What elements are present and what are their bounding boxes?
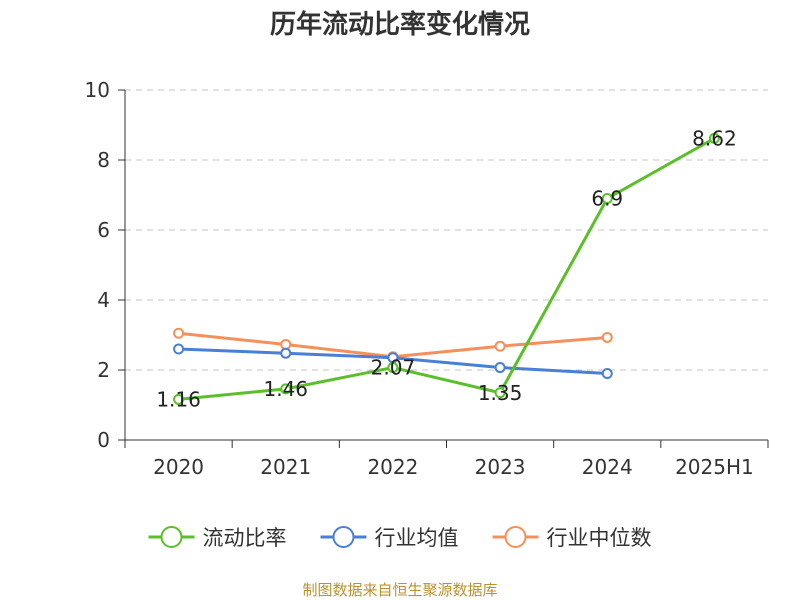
y-tick-label: 6 bbox=[97, 218, 110, 242]
data-point bbox=[601, 368, 613, 379]
data-point bbox=[708, 132, 720, 144]
source-note: 制图数据来自恒生聚源数据库 bbox=[302, 581, 497, 599]
x-tick-label: 2021 bbox=[260, 455, 311, 479]
series-line bbox=[178, 136, 716, 401]
data-point bbox=[494, 387, 506, 399]
data-label: 1.16 bbox=[156, 387, 201, 411]
x-tick-label: 2025H1 bbox=[675, 455, 754, 479]
axes: 0 2 4 6 8 10 2020 2021 2022 2023 2024 2025H1 bbox=[85, 78, 769, 479]
y-tick-label: 4 bbox=[97, 288, 110, 312]
chart-title: 历年流动比率变化情况 bbox=[270, 9, 530, 40]
legend-label: 行业中位数 bbox=[547, 526, 652, 550]
data-point bbox=[494, 340, 506, 352]
data-point bbox=[173, 393, 185, 405]
x-tick-label: 2024 bbox=[582, 455, 633, 479]
grid bbox=[125, 89, 768, 371]
legend: 流动比率 行业均值 行业中位数 bbox=[148, 526, 652, 550]
legend-marker-icon bbox=[332, 526, 355, 548]
x-tick-label: 2020 bbox=[153, 455, 204, 479]
legend-item[interactable]: 行业中位数 bbox=[492, 526, 652, 550]
data-label: 2.07 bbox=[371, 356, 416, 380]
data-label: 1.35 bbox=[478, 381, 523, 405]
data-label: 6.9 bbox=[591, 187, 623, 211]
data-point bbox=[280, 383, 292, 395]
y-tick-label: 2 bbox=[97, 358, 110, 382]
x-tick-label: 2022 bbox=[367, 455, 418, 479]
x-tick-label: 2023 bbox=[475, 455, 526, 479]
legend-item[interactable]: 流动比率 bbox=[148, 526, 287, 550]
data-point bbox=[494, 362, 506, 374]
data-point bbox=[387, 362, 399, 374]
data-point bbox=[280, 338, 292, 350]
data-point bbox=[601, 193, 613, 204]
data-point bbox=[601, 331, 613, 343]
legend-label: 行业均值 bbox=[375, 526, 459, 550]
data-label: 8.62 bbox=[692, 126, 737, 150]
legend-marker-icon bbox=[504, 526, 527, 548]
legend-marker-icon bbox=[160, 526, 183, 548]
data-label: 1.46 bbox=[263, 377, 308, 401]
data-labels: 1.16 1.46 2.07 1.35 6.9 8.62 bbox=[156, 126, 736, 411]
y-tick-label: 10 bbox=[85, 78, 110, 102]
y-tick-label: 8 bbox=[97, 148, 110, 172]
data-point bbox=[173, 327, 185, 339]
legend-label: 流动比率 bbox=[203, 526, 287, 550]
y-tick-label: 0 bbox=[97, 428, 110, 452]
data-point bbox=[280, 347, 292, 359]
legend-item[interactable]: 行业均值 bbox=[320, 526, 459, 550]
data-point bbox=[173, 343, 185, 355]
series-lines bbox=[173, 132, 720, 405]
